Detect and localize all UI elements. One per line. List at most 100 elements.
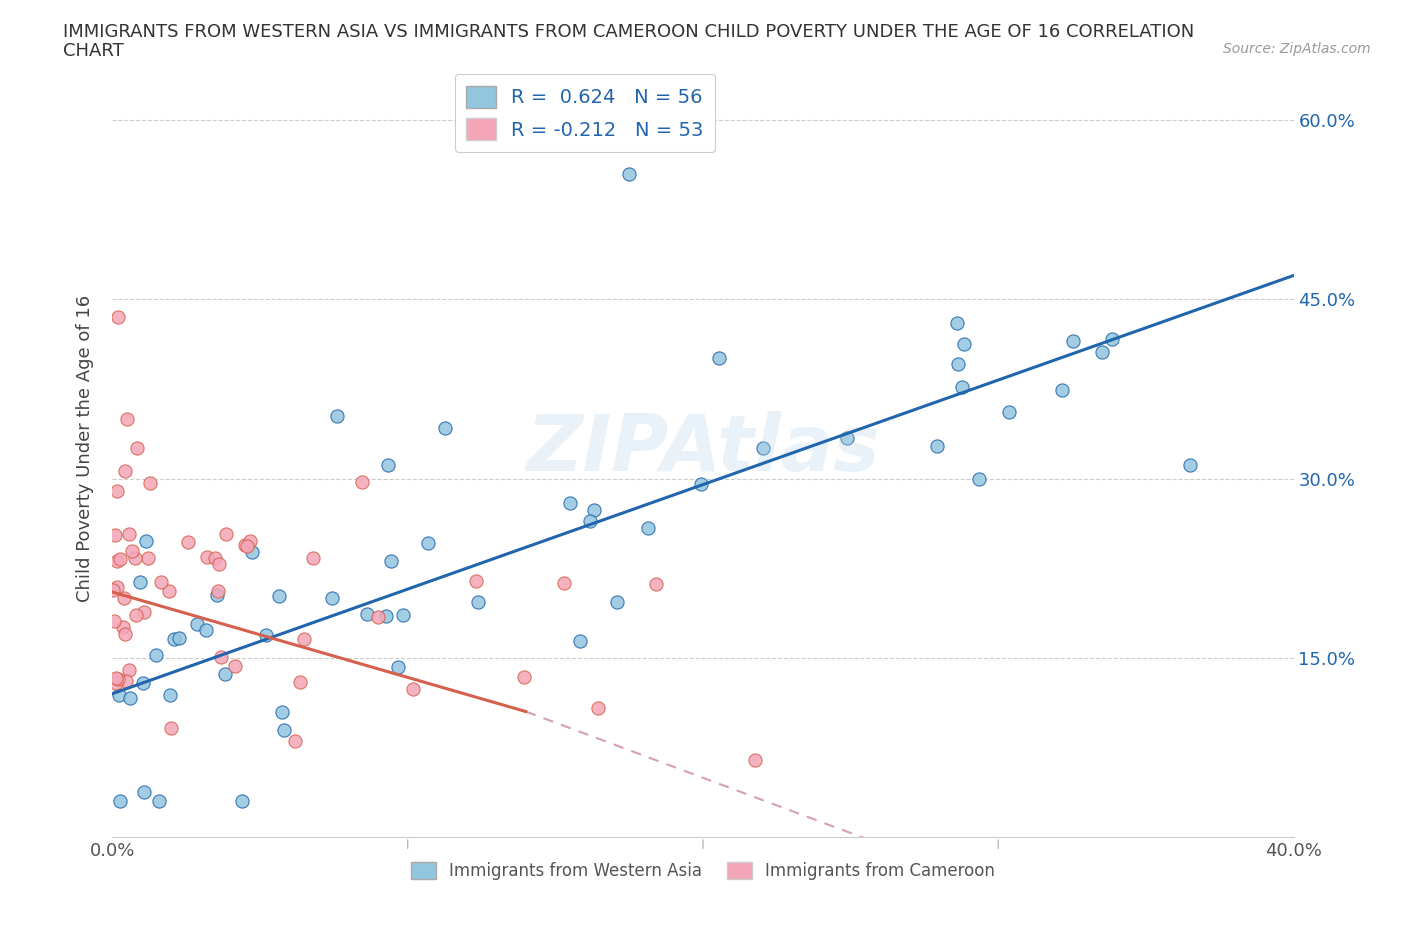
Point: [205, 588, 228, 603]
Point: [105, 671, 128, 685]
Point: [118, 663, 141, 678]
Point: [288, 675, 311, 690]
Point: [579, 513, 602, 528]
Point: [950, 379, 973, 394]
Point: [284, 734, 307, 749]
Point: [273, 723, 295, 737]
Point: [125, 607, 148, 622]
Point: [1101, 332, 1123, 347]
Point: [1180, 458, 1202, 472]
Point: [751, 441, 773, 456]
Point: [392, 607, 415, 622]
Point: [120, 690, 142, 705]
Point: [619, 166, 641, 181]
Point: [292, 631, 315, 646]
Point: [132, 784, 155, 799]
Point: [689, 476, 711, 491]
Point: [105, 553, 128, 568]
Point: [1091, 344, 1114, 359]
Point: [350, 474, 373, 489]
Point: [204, 551, 226, 565]
Point: [108, 687, 131, 702]
Point: [132, 604, 155, 619]
Point: [132, 675, 155, 690]
Point: [637, 521, 659, 536]
Point: [149, 575, 172, 590]
Point: [103, 614, 125, 629]
Point: [925, 439, 948, 454]
Point: [256, 628, 278, 643]
Point: [582, 502, 605, 517]
Point: [121, 544, 143, 559]
Point: [707, 351, 730, 365]
Point: [117, 411, 138, 426]
Point: [105, 484, 128, 498]
Point: [558, 496, 581, 511]
Point: [194, 622, 217, 637]
Point: [145, 647, 167, 662]
Point: [160, 721, 183, 736]
Point: [568, 633, 591, 648]
Point: [129, 575, 152, 590]
Text: CHART: CHART: [63, 42, 124, 60]
Point: [159, 687, 181, 702]
Point: [1050, 382, 1073, 397]
Point: [302, 551, 325, 565]
Point: [433, 420, 456, 435]
Point: [112, 591, 135, 605]
Point: [163, 632, 186, 647]
Point: [267, 589, 290, 604]
Point: [107, 310, 129, 325]
Point: [209, 650, 232, 665]
Point: [387, 659, 409, 674]
Point: [240, 544, 263, 559]
Text: IMMIGRANTS FROM WESTERN ASIA VS IMMIGRANTS FROM CAMEROON CHILD POVERTY UNDER THE: IMMIGRANTS FROM WESTERN ASIA VS IMMIGRAN…: [63, 23, 1195, 41]
Point: [104, 527, 127, 542]
Point: [998, 405, 1021, 419]
Point: [207, 583, 229, 598]
Point: [136, 551, 159, 566]
Point: [115, 673, 138, 688]
Point: [321, 591, 343, 605]
Point: [215, 526, 238, 541]
Point: [148, 793, 170, 808]
Point: [967, 472, 990, 486]
Point: [946, 315, 969, 330]
Point: [114, 463, 136, 478]
Point: [231, 793, 253, 808]
Point: [513, 670, 536, 684]
Point: [224, 659, 246, 674]
Point: [380, 553, 402, 568]
Point: [103, 582, 125, 597]
Point: [139, 476, 162, 491]
Point: [125, 441, 148, 456]
Point: [177, 535, 200, 550]
Point: [135, 534, 157, 549]
Point: [169, 631, 191, 645]
Point: [107, 671, 129, 686]
Point: [214, 667, 236, 682]
Point: [377, 458, 399, 472]
Text: Source: ZipAtlas.com: Source: ZipAtlas.com: [1223, 42, 1371, 56]
Point: [236, 538, 259, 553]
Y-axis label: Child Poverty Under the Age of 16: Child Poverty Under the Age of 16: [76, 295, 94, 603]
Point: [186, 616, 208, 631]
Point: [105, 676, 128, 691]
Text: ZIPAtlas: ZIPAtlas: [526, 411, 880, 486]
Point: [326, 408, 349, 423]
Point: [946, 357, 969, 372]
Legend: Immigrants from Western Asia, Immigrants from Cameroon: Immigrants from Western Asia, Immigrants…: [404, 856, 1002, 887]
Point: [464, 574, 486, 589]
Point: [112, 619, 135, 634]
Point: [114, 627, 136, 642]
Point: [110, 551, 132, 566]
Point: [744, 753, 766, 768]
Point: [233, 538, 256, 553]
Point: [270, 704, 292, 719]
Point: [644, 577, 666, 591]
Point: [837, 431, 859, 445]
Point: [553, 576, 575, 591]
Point: [367, 609, 389, 624]
Point: [118, 526, 141, 541]
Point: [606, 595, 628, 610]
